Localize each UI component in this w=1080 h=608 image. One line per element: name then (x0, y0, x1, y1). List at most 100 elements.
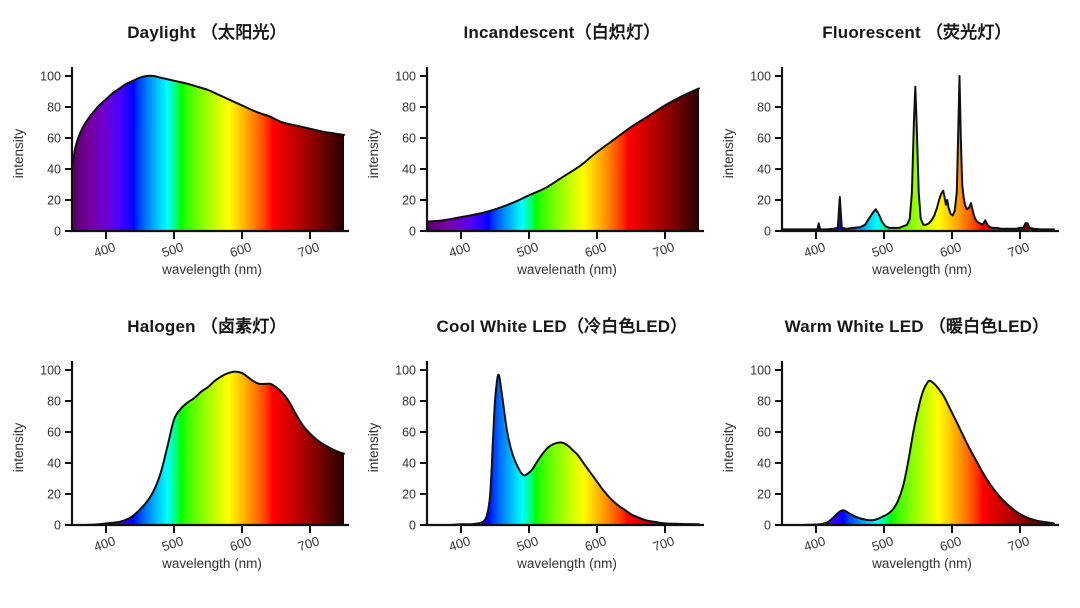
chart-title: Halogen （卤素灯） (127, 317, 287, 336)
y-tick-label: 100 (750, 364, 771, 378)
x-tick-label: 700 (296, 239, 321, 260)
x-tick-label: 400 (447, 239, 472, 260)
spectrum-curve (781, 75, 1055, 231)
y-tick-label: 60 (757, 426, 771, 440)
x-tick-label: 500 (870, 533, 895, 554)
spectrum-area (427, 374, 699, 526)
y-tick-label: 0 (764, 519, 771, 533)
chart-incandescent: Incandescent（白炽灯） 0 20 40 60 80 100 400 500 600 7… (363, 20, 717, 296)
y-tick-label: 0 (764, 225, 771, 239)
y-axis-ticks: 0 20 40 60 80 100 (395, 70, 427, 239)
x-axis-label: wavelength (nm) (871, 262, 972, 277)
x-tick-label: 500 (515, 239, 540, 260)
x-tick-label: 600 (938, 533, 963, 554)
x-tick-label: 400 (802, 239, 827, 260)
y-axis-label: intensity (721, 422, 736, 472)
y-axis-ticks: 0 20 40 60 80 100 (750, 364, 782, 533)
y-tick-label: 0 (54, 519, 61, 533)
x-tick-label: 500 (160, 533, 185, 554)
x-axis-label: wavelength (nm) (161, 262, 262, 277)
y-tick-label: 20 (757, 488, 771, 502)
y-tick-label: 100 (750, 70, 771, 84)
y-tick-label: 0 (409, 225, 416, 239)
chart-title: Warm White LED （暖白色LED） (784, 317, 1050, 336)
y-tick-label: 40 (757, 457, 771, 471)
x-tick-label: 700 (296, 533, 321, 554)
y-tick-label: 80 (47, 395, 61, 409)
x-axis-label: wavelength (nm) (871, 556, 972, 571)
y-axis-ticks: 0 20 40 60 80 100 (395, 364, 427, 533)
y-tick-label: 100 (40, 364, 61, 378)
x-axis-ticks: 400 500 600 700 (92, 526, 321, 554)
y-tick-label: 80 (402, 101, 416, 115)
y-tick-label: 100 (40, 70, 61, 84)
y-axis-ticks: 0 20 40 60 80 100 (750, 70, 782, 239)
spectrum-area (72, 371, 344, 526)
chart-warm-white-led: Warm White LED （暖白色LED） 0 20 40 60 80 100 400 5… (718, 314, 1072, 590)
x-axis-ticks: 400 500 600 700 (92, 232, 321, 260)
chart-fluorescent: Fluorescent （荧光灯） 0 20 40 60 80 100 400 500 600 7… (718, 20, 1072, 296)
y-tick-label: 40 (402, 457, 416, 471)
x-axis-label: wavelength (nm) (516, 556, 617, 571)
y-tick-label: 80 (47, 101, 61, 115)
x-axis-label: wavelength (nm) (161, 556, 262, 571)
y-tick-label: 0 (54, 225, 61, 239)
axes: 0 20 40 60 80 100 400 500 600 700 (40, 361, 349, 554)
chart-title: Cool White LED（冷白色LED） (436, 317, 688, 336)
spectrum-curve (426, 373, 700, 527)
chart-cool-white-led: Cool White LED（冷白色LED） 0 20 40 60 80 100 400 50… (363, 314, 717, 590)
chart-title: Fluorescent （荧光灯） (822, 23, 1012, 42)
charts-row-top: Daylight （太阳光） 0 20 40 60 80 100 400 500 600 700 i… (0, 20, 1080, 296)
x-tick-label: 500 (515, 533, 540, 554)
y-tick-label: 100 (395, 70, 416, 84)
daylight-plot: 0 20 40 60 80 100 400 500 600 700 intensity wavelen… (11, 67, 349, 277)
spectrum-curve (71, 370, 345, 527)
y-axis-label: intensity (366, 128, 381, 178)
x-tick-label: 500 (160, 239, 185, 260)
y-tick-label: 100 (395, 364, 416, 378)
x-tick-label: 400 (92, 239, 117, 260)
x-tick-label: 400 (92, 533, 117, 554)
chart-daylight: Daylight （太阳光） 0 20 40 60 80 100 400 500 600 700 i… (8, 20, 362, 296)
x-axis-ticks: 400 500 600 700 (802, 232, 1031, 260)
y-tick-label: 60 (402, 426, 416, 440)
x-axis-ticks: 400 500 600 700 (447, 232, 676, 260)
x-tick-label: 600 (583, 533, 608, 554)
spectrum-curve (71, 74, 345, 167)
x-tick-label: 700 (651, 533, 676, 554)
axes: 0 20 40 60 80 100 400 500 600 700 (395, 67, 704, 260)
chart-halogen: Halogen （卤素灯） 0 20 40 60 80 100 400 500 600 700 in… (8, 314, 362, 590)
y-axis-ticks: 0 20 40 60 80 100 (40, 70, 72, 239)
spectrum-area (72, 75, 344, 232)
y-tick-label: 80 (757, 101, 771, 115)
axes: 0 20 40 60 80 100 400 500 600 700 (750, 361, 1059, 554)
y-tick-label: 0 (409, 519, 416, 533)
warm-white-led-plot: 0 20 40 60 80 100 400 500 600 700 intensity wavelen… (721, 361, 1059, 571)
x-tick-label: 400 (447, 533, 472, 554)
spectrum-curve (781, 379, 1055, 527)
spectrum-area (782, 380, 1054, 526)
y-axis-ticks: 0 20 40 60 80 100 (40, 364, 72, 533)
y-tick-label: 40 (47, 163, 61, 177)
spectrum-area (427, 88, 699, 232)
axes: 0 20 40 60 80 100 400 500 600 700 (395, 361, 704, 554)
y-tick-label: 60 (47, 426, 61, 440)
x-tick-label: 400 (802, 533, 827, 554)
y-axis-label: intensity (721, 128, 736, 178)
x-axis-ticks: 400 500 600 700 (802, 526, 1031, 554)
y-tick-label: 40 (402, 163, 416, 177)
y-tick-label: 20 (402, 194, 416, 208)
charts-row-bottom: Halogen （卤素灯） 0 20 40 60 80 100 400 500 600 700 in… (0, 314, 1080, 590)
x-tick-label: 600 (938, 239, 963, 260)
y-tick-label: 60 (757, 132, 771, 146)
y-tick-label: 60 (402, 132, 416, 146)
y-tick-label: 80 (757, 395, 771, 409)
y-tick-label: 20 (47, 194, 61, 208)
fluorescent-plot: 0 20 40 60 80 100 400 500 600 700 intensity wavelen… (721, 67, 1059, 277)
incandescent-plot: 0 20 40 60 80 100 400 500 600 700 intensity wavelen… (366, 67, 704, 277)
halogen-plot: 0 20 40 60 80 100 400 500 600 700 intensity wavelen… (11, 361, 349, 571)
axes: 0 20 40 60 80 100 400 500 600 700 (40, 67, 349, 260)
y-tick-label: 40 (47, 457, 61, 471)
x-tick-label: 600 (228, 533, 253, 554)
